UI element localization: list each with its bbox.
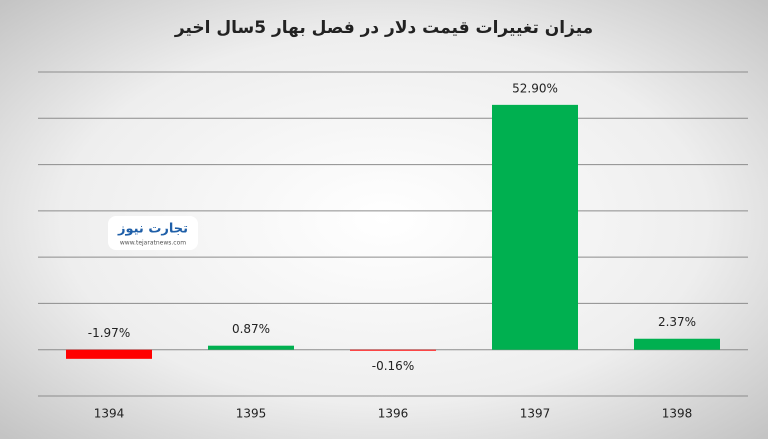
- value-label: -0.16%: [372, 359, 414, 373]
- x-tick-label: 1395: [236, 407, 267, 421]
- bar: [634, 338, 720, 350]
- watermark-name: تجارت نیوز: [117, 222, 188, 237]
- x-tick-label: 1394: [94, 407, 125, 421]
- value-label: -1.97%: [88, 326, 130, 340]
- value-label: 0.87%: [232, 322, 270, 336]
- value-label: 2.37%: [658, 315, 696, 329]
- value-label: 52.90%: [512, 81, 558, 95]
- watermark: تجارت نیوز www.tejaratnews.com: [108, 216, 198, 250]
- bar: [492, 104, 578, 350]
- bar: [66, 349, 152, 359]
- x-tick-label: 1397: [520, 407, 551, 421]
- bar: [350, 349, 436, 351]
- bar: [208, 345, 294, 350]
- watermark-url: www.tejaratnews.com: [120, 240, 186, 247]
- watermark-box: [108, 216, 198, 250]
- x-tick-label: 1396: [378, 407, 409, 421]
- x-tick-label: 1398: [662, 407, 693, 421]
- chart-title: میزان تغییرات قیمت دلار در فصل بهار 5سال…: [174, 18, 593, 38]
